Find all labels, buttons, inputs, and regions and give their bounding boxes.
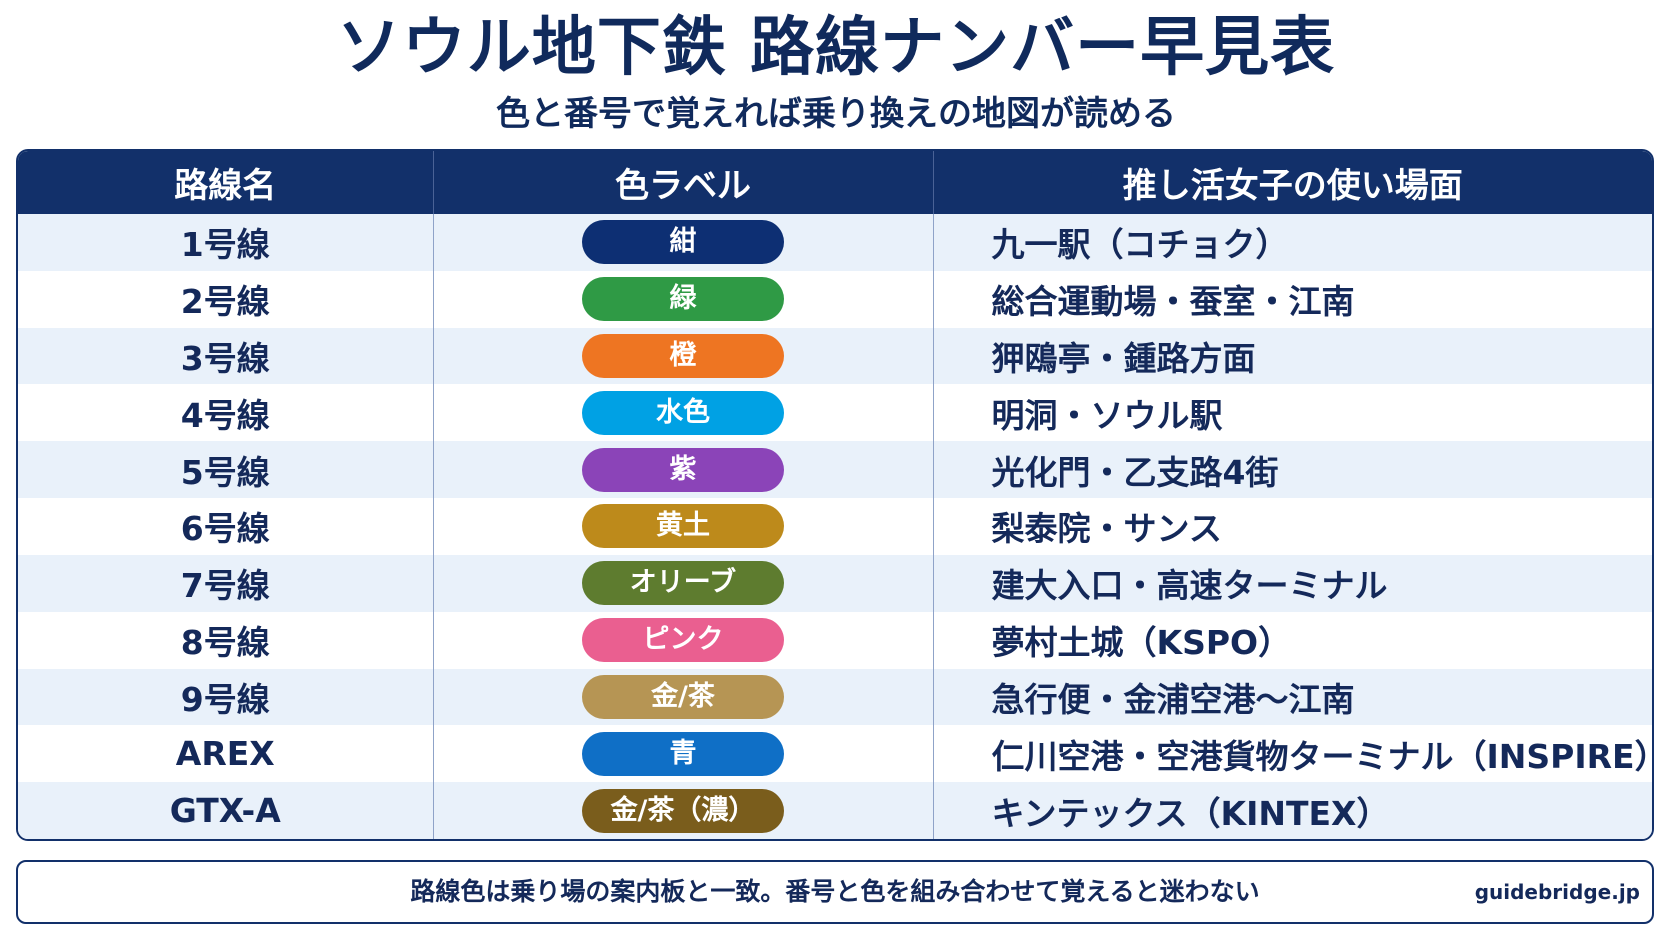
usage-cell: 総合運動場・蚕室・江南 — [933, 270, 1652, 328]
usage-cell: 夢村土城（KSPO） — [933, 611, 1652, 669]
usage-cell: キンテックス（KINTEX） — [933, 782, 1652, 839]
usage-cell: 仁川空港・空港貨物ターミナル（INSPIRE） — [933, 725, 1652, 783]
footer-brand: guidebridge.jp — [1474, 880, 1640, 904]
line-table: 路線名 色ラベル 推し活女子の使い場面 1号線 紺 九一駅（コチョク） 2号線 緑 総合運… — [16, 149, 1654, 841]
color-badge: 金/茶（濃） — [582, 788, 784, 833]
header-line-name: 路線名 — [18, 151, 434, 214]
color-badge: ピンク — [582, 618, 784, 663]
color-badge: 青 — [582, 731, 784, 776]
line-name-cell: 8号線 — [18, 611, 434, 669]
color-label-cell: 水色 — [433, 384, 934, 442]
table-header-row: 路線名 色ラベル 推し活女子の使い場面 — [18, 151, 1652, 214]
color-label-cell: 橙 — [433, 327, 934, 385]
usage-cell: 光化門・乙支路4街 — [933, 441, 1652, 499]
line-name-cell: AREX — [18, 725, 434, 783]
color-badge: 黄土 — [582, 504, 784, 549]
color-badge: 緑 — [582, 277, 784, 322]
table-row: 6号線 黄土 梨泰院・サンス — [18, 498, 1652, 555]
color-badge: 紫 — [582, 447, 784, 492]
usage-cell: 明洞・ソウル駅 — [933, 384, 1652, 442]
color-badge: 水色 — [582, 390, 784, 435]
color-badge: 紺 — [582, 220, 784, 265]
line-name-cell: 2号線 — [18, 270, 434, 328]
line-name-cell: 7号線 — [18, 554, 434, 612]
table-row: 8号線 ピンク 夢村土城（KSPO） — [18, 611, 1652, 669]
line-name-cell: 6号線 — [18, 498, 434, 555]
table-row: 7号線 オリーブ 建大入口・高速ターミナル — [18, 554, 1652, 612]
line-name-cell: 5号線 — [18, 441, 434, 499]
line-name-cell: 4号線 — [18, 384, 434, 442]
usage-cell: 狎鴎亭・鍾路方面 — [933, 327, 1652, 385]
color-badge: オリーブ — [582, 561, 784, 606]
page-title: ソウル地下鉄 路線ナンバー早見表 — [336, 11, 1336, 85]
table-row: 4号線 水色 明洞・ソウル駅 — [18, 384, 1652, 442]
line-name-cell: 9号線 — [18, 668, 434, 726]
header-color-label: 色ラベル — [433, 151, 934, 214]
color-label-cell: 緑 — [433, 270, 934, 328]
table-row: 3号線 橙 狎鴎亭・鍾路方面 — [18, 327, 1652, 385]
usage-cell: 梨泰院・サンス — [933, 498, 1652, 555]
table-row: AREX 青 仁川空港・空港貨物ターミナル（INSPIRE） — [18, 725, 1652, 783]
table-row: 1号線 紺 九一駅（コチョク） — [18, 214, 1652, 271]
color-label-cell: ピンク — [433, 611, 934, 669]
table-row: 5号線 紫 光化門・乙支路4街 — [18, 441, 1652, 499]
color-label-cell: 黄土 — [433, 498, 934, 555]
color-label-cell: 紺 — [433, 214, 934, 271]
header-usage: 推し活女子の使い場面 — [933, 151, 1652, 214]
color-label-cell: 紫 — [433, 441, 934, 499]
line-name-cell: 1号線 — [18, 214, 434, 271]
table-row: 2号線 緑 総合運動場・蚕室・江南 — [18, 270, 1652, 328]
table-row: 9号線 金/茶 急行便・金浦空港〜江南 — [18, 668, 1652, 726]
usage-cell: 九一駅（コチョク） — [933, 214, 1652, 271]
line-name-cell: 3号線 — [18, 327, 434, 385]
color-label-cell: 金/茶 — [433, 668, 934, 726]
line-name-cell: GTX-A — [18, 782, 434, 839]
color-label-cell: オリーブ — [433, 554, 934, 612]
footer-note: 路線色は乗り場の案内板と一致。番号と色を組み合わせて覚えると迷わない — [410, 877, 1260, 906]
color-badge: 金/茶 — [582, 674, 784, 719]
table-row: GTX-A 金/茶（濃） キンテックス（KINTEX） — [18, 782, 1652, 839]
color-label-cell: 金/茶（濃） — [433, 782, 934, 839]
usage-cell: 建大入口・高速ターミナル — [933, 554, 1652, 612]
color-badge: 橙 — [582, 334, 784, 379]
usage-cell: 急行便・金浦空港〜江南 — [933, 668, 1652, 726]
footer-note-box: 路線色は乗り場の案内板と一致。番号と色を組み合わせて覚えると迷わない guide… — [16, 860, 1654, 924]
page-subtitle: 色と番号で覚えれば乗り換えの地図が読める — [496, 94, 1176, 134]
color-label-cell: 青 — [433, 725, 934, 783]
